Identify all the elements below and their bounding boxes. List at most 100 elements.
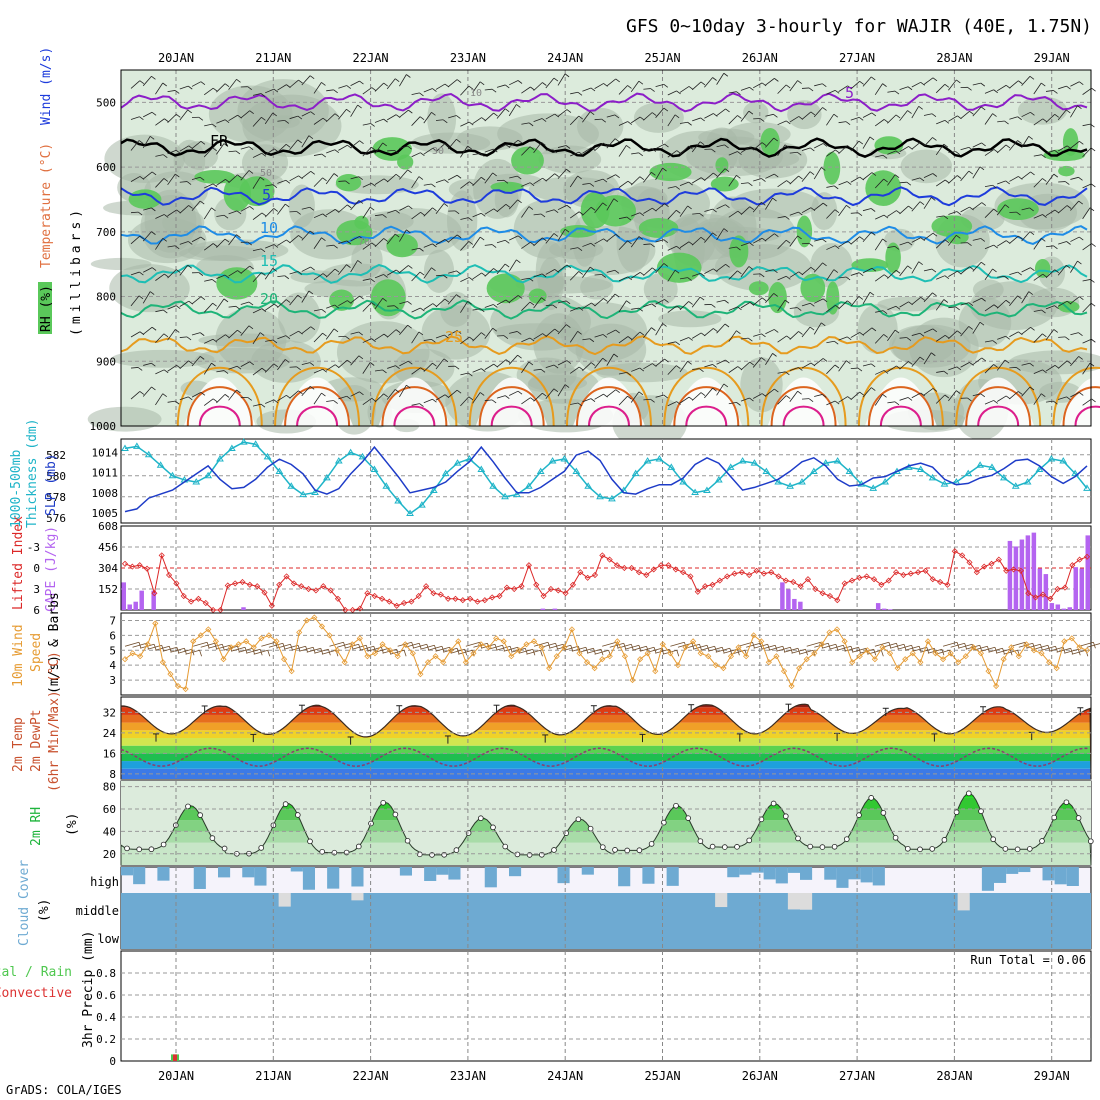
wind-barb bbox=[1033, 214, 1043, 219]
wind-barb-flag bbox=[980, 393, 986, 398]
wind-barb bbox=[216, 370, 225, 373]
wind-barb-flag bbox=[907, 397, 913, 401]
wind-barb-flag bbox=[992, 184, 997, 189]
cloud-high-bar bbox=[981, 867, 994, 891]
surface-isotherm bbox=[879, 405, 922, 427]
wind-barb-flag bbox=[699, 213, 704, 217]
wind-barb-flag bbox=[859, 236, 864, 240]
precip-total-label: Total / Rain bbox=[0, 965, 72, 980]
wind-barb bbox=[435, 394, 446, 401]
lifted-marker bbox=[320, 583, 327, 590]
wind-barb bbox=[728, 91, 737, 94]
wind-barb-flag bbox=[1041, 309, 1046, 314]
lifted-marker bbox=[165, 571, 173, 579]
wind-barb-flag bbox=[566, 204, 572, 209]
small-barb bbox=[170, 647, 185, 653]
wind-barb bbox=[765, 388, 775, 397]
wind-barb bbox=[447, 139, 457, 150]
wind-barb-flag bbox=[566, 109, 572, 113]
wind-barb bbox=[960, 362, 970, 368]
wind-barb bbox=[423, 362, 433, 372]
wind-barb-flag bbox=[529, 337, 535, 342]
wind-barb bbox=[850, 81, 860, 90]
wind-barb-flag bbox=[554, 173, 559, 178]
wind-barb-flag bbox=[869, 291, 875, 296]
small-barb bbox=[336, 642, 352, 648]
wind-barb-flag bbox=[516, 259, 521, 264]
lifted-marker bbox=[812, 585, 819, 593]
wind-barb-flag bbox=[1018, 80, 1023, 85]
wind-barb-flag bbox=[993, 400, 998, 404]
wind-barbs-small bbox=[124, 641, 1100, 657]
rh-moist-blob bbox=[729, 235, 749, 268]
wind-barb-flag bbox=[967, 397, 972, 402]
wind-barb bbox=[277, 179, 287, 184]
wind-barb bbox=[875, 154, 884, 158]
wind-barb-flag bbox=[895, 150, 901, 155]
wind-barb-flag bbox=[1078, 332, 1083, 336]
wind-barb bbox=[472, 81, 481, 93]
wind-barb-flag bbox=[980, 82, 986, 87]
wind-barb bbox=[1057, 205, 1068, 214]
thickness-marker bbox=[726, 463, 735, 470]
wind-barb-flag bbox=[712, 208, 717, 213]
wind-barb-flag bbox=[432, 303, 438, 307]
wind-barb bbox=[167, 305, 177, 310]
rh-marker bbox=[331, 849, 338, 856]
wind-marker bbox=[955, 659, 962, 666]
wind-barb bbox=[484, 363, 494, 370]
wind-barb bbox=[691, 296, 701, 308]
thickness-marker bbox=[869, 484, 878, 491]
wind-barb bbox=[911, 81, 921, 88]
wind-barb bbox=[850, 332, 860, 338]
wind-barb bbox=[740, 397, 750, 402]
wind-barb-flag bbox=[1066, 109, 1071, 114]
wind-barb bbox=[521, 277, 530, 281]
wind-barb bbox=[301, 135, 310, 148]
wind-barb bbox=[265, 88, 275, 94]
small-barb bbox=[390, 649, 405, 655]
wind-barb-flag bbox=[406, 74, 411, 78]
wind-barb bbox=[374, 393, 384, 403]
wind-barb bbox=[216, 83, 226, 93]
rh-marker bbox=[185, 803, 191, 810]
wind-barb-flag bbox=[309, 386, 315, 390]
small-barb bbox=[723, 648, 738, 654]
wind-barb-flag bbox=[1054, 113, 1059, 118]
wind-barb bbox=[423, 243, 433, 248]
small-barb bbox=[950, 642, 965, 648]
wind-barb-flag bbox=[175, 173, 180, 178]
thickness-marker bbox=[679, 478, 688, 485]
wind-barb-flag bbox=[969, 111, 974, 115]
rh-band bbox=[689, 226, 782, 244]
wind-barb-flag bbox=[603, 298, 608, 302]
wind-barb-flag bbox=[418, 176, 424, 180]
wind-barb bbox=[545, 113, 555, 120]
wind-barb-flag bbox=[614, 114, 620, 119]
wind-marker bbox=[712, 662, 719, 669]
cloud-high-bar bbox=[509, 867, 522, 877]
wind-barb-flag bbox=[761, 297, 767, 302]
wind-barb bbox=[521, 146, 531, 156]
wind-marker bbox=[924, 638, 931, 645]
lifted-marker bbox=[195, 595, 202, 602]
wind-barb-flag bbox=[761, 201, 766, 206]
wind-marker bbox=[841, 638, 848, 645]
wind-barb bbox=[594, 202, 603, 214]
thickness-marker bbox=[786, 482, 794, 489]
wind-marker bbox=[167, 671, 174, 678]
wind-barb-flag bbox=[981, 202, 987, 206]
lifted-marker bbox=[694, 588, 701, 595]
wind-barb-flag bbox=[492, 327, 497, 332]
contour-label: 20 bbox=[260, 290, 278, 308]
wind-barb bbox=[362, 87, 373, 95]
wind-barb-flag bbox=[1029, 75, 1035, 80]
wind-barb bbox=[996, 144, 1007, 154]
wind-barb bbox=[1021, 362, 1030, 366]
wind-barb-flag bbox=[687, 121, 692, 126]
small-barb bbox=[602, 641, 617, 647]
wind-barb bbox=[984, 113, 993, 125]
wind-barb-flag bbox=[162, 238, 167, 242]
wind-marker bbox=[152, 620, 159, 627]
cloud-high-bar bbox=[727, 867, 740, 878]
